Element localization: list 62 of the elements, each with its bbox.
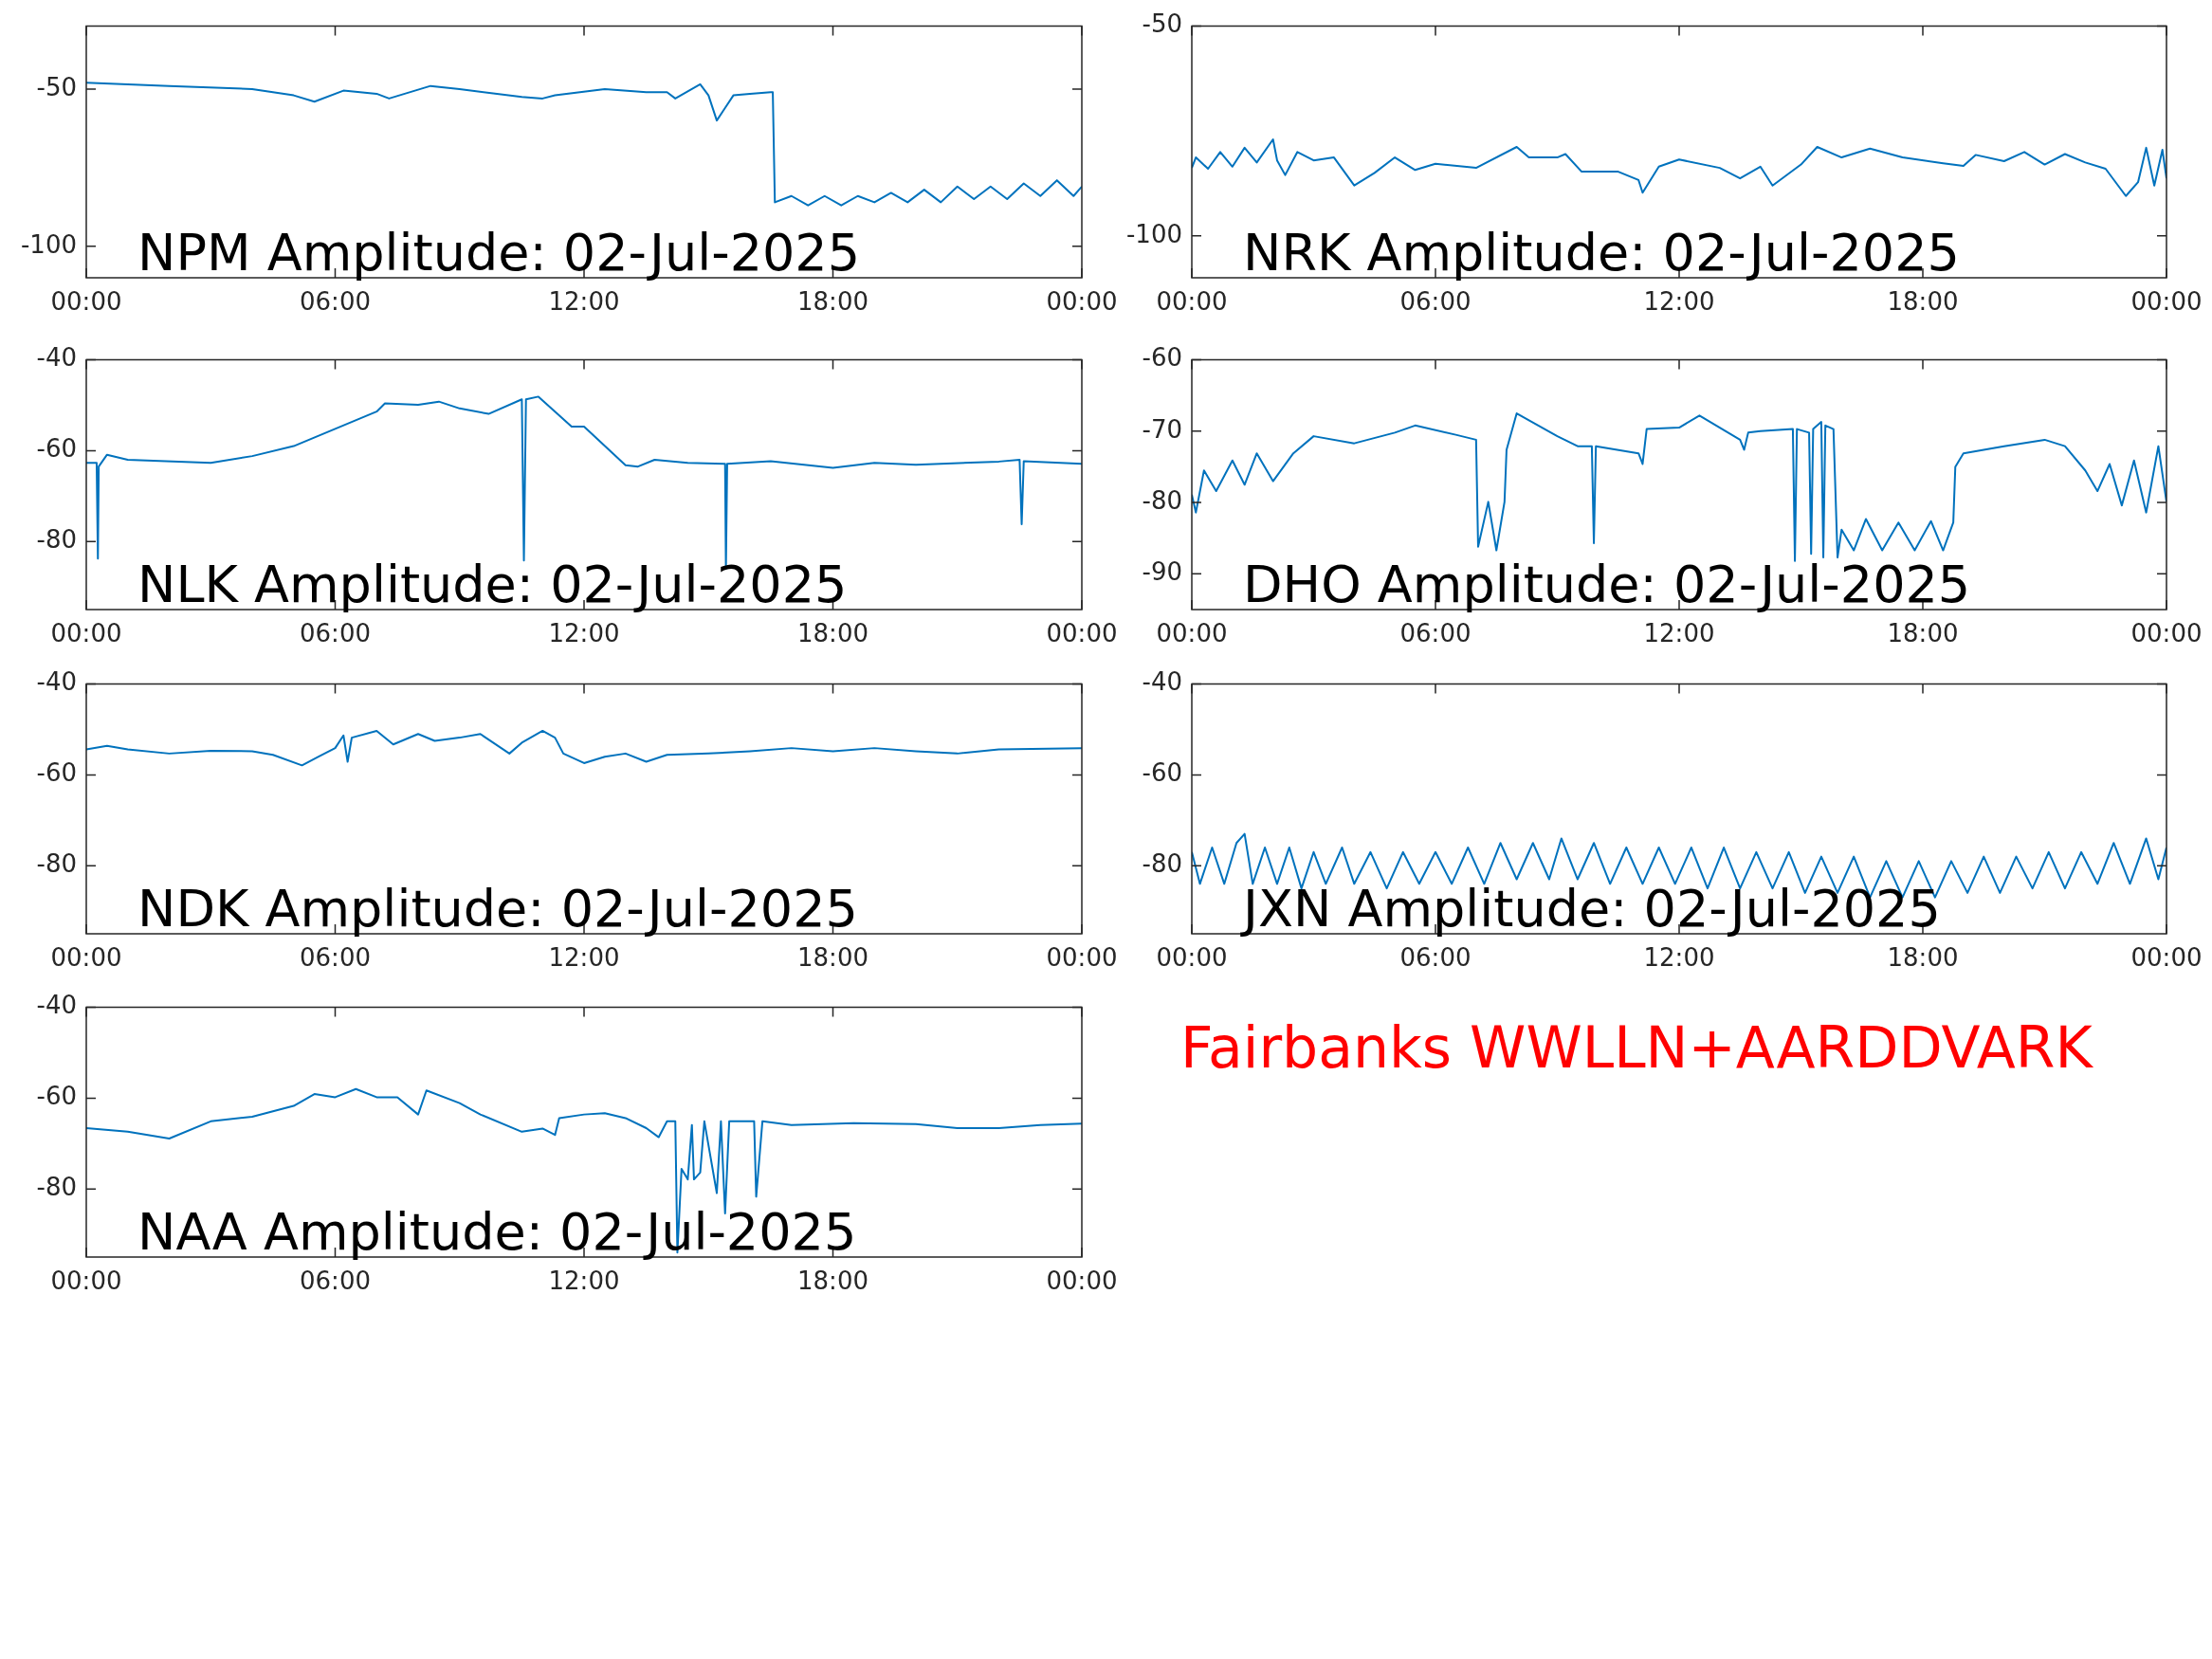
y-tick-label: -80 [1142, 848, 1182, 878]
y-tick-label: -50 [1142, 9, 1182, 39]
x-tick-label: 00:00 [1046, 943, 1118, 973]
x-tick-label: 06:00 [1399, 619, 1472, 648]
y-tick-label: -50 [36, 72, 77, 101]
x-tick-label: 00:00 [1046, 1267, 1118, 1296]
text: NRK Amplitude: 02-Jul-2025 [1243, 223, 1960, 283]
text: NDK Amplitude: 02-Jul-2025 [137, 879, 858, 939]
x-tick-label: 00:00 [50, 619, 122, 648]
y-tick-label: -40 [36, 343, 77, 373]
x-tick-label: 12:00 [548, 943, 620, 973]
text: NLK Amplitude: 02-Jul-2025 [137, 555, 848, 614]
x-tick-label: 18:00 [1887, 619, 1959, 648]
y-tick-label: -90 [1142, 557, 1182, 587]
x-tick-label: 18:00 [797, 287, 868, 317]
y-tick-label: -40 [36, 991, 77, 1020]
text: JXN Amplitude: 02-Jul-2025 [1240, 879, 1941, 939]
x-tick-label: 00:00 [2130, 287, 2203, 317]
x-tick-label: 00:00 [1046, 287, 1118, 317]
y-tick-label: -100 [1125, 219, 1182, 248]
x-tick-label: 00:00 [50, 1267, 122, 1296]
y-tick-label: -60 [36, 434, 77, 464]
x-tick-label: 00:00 [1156, 943, 1228, 973]
x-tick-label: 00:00 [1156, 619, 1228, 648]
y-tick-label: -60 [1142, 343, 1182, 373]
y-tick-label: -60 [36, 758, 77, 788]
x-tick-label: 12:00 [1643, 619, 1715, 648]
x-tick-label: 00:00 [50, 287, 122, 317]
x-tick-label: 18:00 [797, 1267, 868, 1296]
x-tick-label: 18:00 [797, 943, 868, 973]
x-tick-label: 18:00 [1887, 287, 1959, 317]
x-tick-label: 18:00 [1887, 943, 1959, 973]
y-tick-label: -80 [36, 848, 77, 878]
x-tick-label: 06:00 [300, 1267, 371, 1296]
x-tick-label: 12:00 [548, 287, 620, 317]
text: NPM Amplitude: 02-Jul-2025 [137, 223, 861, 283]
y-tick-label: -40 [36, 667, 77, 697]
x-tick-label: 12:00 [1643, 287, 1715, 317]
y-tick-label: -100 [20, 229, 77, 259]
x-tick-label: 06:00 [1399, 943, 1472, 973]
x-tick-label: 18:00 [797, 619, 868, 648]
x-tick-label: 06:00 [300, 619, 371, 648]
x-tick-label: 00:00 [1046, 619, 1118, 648]
y-tick-label: -80 [1142, 485, 1182, 515]
x-tick-label: 00:00 [2130, 943, 2203, 973]
text: Fairbanks WWLLN+AARDDVARK [1180, 1014, 2093, 1081]
x-tick-label: 06:00 [300, 287, 371, 317]
x-tick-label: 00:00 [1156, 287, 1228, 317]
text: DHO Amplitude: 02-Jul-2025 [1243, 555, 1971, 614]
x-tick-label: 12:00 [548, 619, 620, 648]
y-tick-label: -70 [1142, 414, 1182, 444]
y-tick-label: -80 [36, 524, 77, 554]
y-tick-label: -60 [36, 1082, 77, 1111]
y-tick-label: -80 [36, 1172, 77, 1201]
x-tick-label: 00:00 [2130, 619, 2203, 648]
x-tick-label: 06:00 [300, 943, 371, 973]
y-tick-label: -40 [1142, 667, 1182, 697]
y-tick-label: -60 [1142, 758, 1182, 788]
x-tick-label: 12:00 [548, 1267, 620, 1296]
x-tick-label: 00:00 [50, 943, 122, 973]
x-tick-label: 12:00 [1643, 943, 1715, 973]
x-tick-label: 06:00 [1399, 287, 1472, 317]
